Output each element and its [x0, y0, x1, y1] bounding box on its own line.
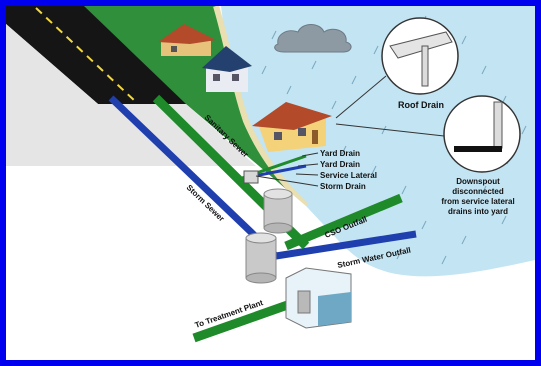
- road-markings: [35, 7, 137, 103]
- label-yard-drain-2: Yard Drain: [320, 160, 360, 169]
- house-middle: [202, 46, 252, 92]
- downspout-callout: [335, 95, 521, 173]
- shore: [213, 6, 309, 209]
- cso-outfall-pipe: [284, 193, 403, 251]
- label-downspout-1: Downspout: [456, 177, 500, 186]
- to-treatment-plant-pipe: [192, 297, 298, 343]
- label-roof-drain: Roof Drain: [398, 100, 444, 110]
- cloud: [274, 24, 352, 53]
- label-service-lateral: Service Lateral: [320, 171, 377, 180]
- lake: [221, 6, 535, 277]
- label-downspout-3: from service lateral: [441, 197, 514, 206]
- label-downspout-4: drains into yard: [448, 207, 508, 216]
- storm-drain-branch: [253, 164, 307, 178]
- house-back: [158, 24, 216, 56]
- manhole-upper: [263, 188, 293, 234]
- label-storm-drain: Storm Drain: [320, 182, 366, 191]
- label-yard-drain-1: Yard Drain: [320, 149, 360, 158]
- storm-water-outfall-pipe: [275, 230, 417, 260]
- manhole-lower: [245, 232, 277, 284]
- sewer-system-diagram: Roof Drain Yard Drain Yard Drain Service…: [6, 6, 535, 360]
- label-downspout-2: disconnected: [452, 187, 504, 196]
- leader-lines: [255, 152, 319, 187]
- house-front: [252, 102, 332, 152]
- regulator-chamber: [285, 267, 352, 329]
- storm-sewer-pipe: [108, 95, 279, 259]
- road: [6, 6, 186, 104]
- roof-drain-callout: [335, 17, 459, 119]
- catch-basin: [243, 170, 259, 184]
